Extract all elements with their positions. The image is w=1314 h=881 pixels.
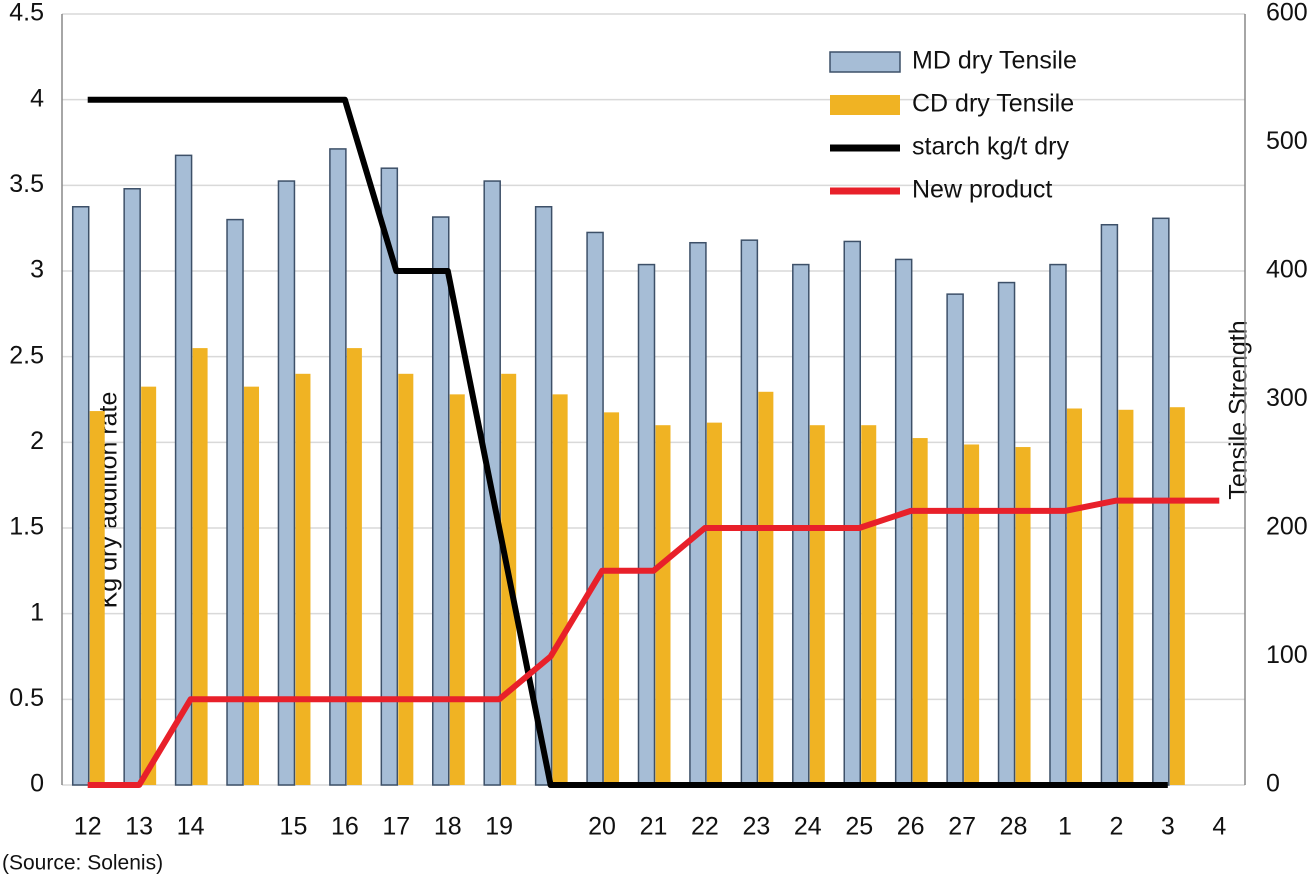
bar [449, 394, 465, 785]
x-tick-label: 17 [382, 813, 410, 841]
bar [141, 386, 157, 785]
bar [71, 206, 90, 786]
y-tick-label: 1 [30, 598, 44, 626]
bar [89, 411, 105, 785]
x-tick-label: 14 [177, 813, 205, 841]
y-tick-label: 2.5 [9, 341, 44, 369]
bar [689, 241, 707, 786]
x-tick-label: 2 [1109, 813, 1123, 841]
x-tick-label: 21 [640, 813, 668, 841]
x-tick-label: 3 [1161, 813, 1175, 841]
legend-label: CD dry Tensile [912, 90, 1074, 118]
y-tick-label: 1.5 [9, 513, 44, 541]
bar [586, 231, 604, 786]
line [87, 497, 1220, 788]
x-tick-label: 24 [794, 813, 822, 841]
bar [861, 425, 877, 785]
bar [655, 425, 671, 785]
bar [380, 167, 399, 786]
bar [894, 258, 913, 786]
bar [329, 148, 347, 786]
legend-label: New product [912, 176, 1052, 204]
bar [1015, 447, 1031, 785]
legend-label: starch kg/t dry [912, 133, 1069, 161]
y-tick-label: 3.5 [9, 170, 44, 198]
x-tick-label: 1 [1058, 813, 1072, 841]
y2-tick-label: 200 [1266, 513, 1308, 541]
bar [1169, 407, 1185, 785]
x-tick-label: 27 [948, 813, 976, 841]
legend-swatch [830, 95, 900, 115]
bar [192, 348, 208, 785]
y2-axis-title: Tensile Strength [1225, 320, 1253, 499]
bar [552, 394, 568, 785]
y-tick-label: 2 [30, 427, 44, 455]
x-tick-label: 15 [280, 813, 308, 841]
bar [792, 263, 810, 786]
y-tick-label: 4 [30, 84, 44, 112]
bar [809, 425, 825, 785]
bar [1118, 409, 1134, 785]
y-tick-label: 4.5 [9, 0, 44, 27]
y2-tick-label: 500 [1266, 127, 1308, 155]
x-tick-label: 18 [434, 813, 462, 841]
x-tick-label: 19 [485, 813, 513, 841]
line [87, 96, 1168, 788]
bar [398, 373, 414, 785]
bar [1049, 263, 1067, 786]
bar [997, 281, 1016, 786]
y2-tick-label: 100 [1266, 641, 1308, 669]
bar [912, 438, 928, 785]
y2-tick-label: 400 [1266, 256, 1308, 284]
y-tick-label: 3 [30, 256, 44, 284]
x-tick-label: 23 [742, 813, 770, 841]
x-tick-label: 12 [74, 813, 102, 841]
bar [1066, 408, 1082, 785]
y2-tick-label: 600 [1266, 0, 1308, 27]
bar [295, 373, 311, 785]
bar [244, 386, 260, 785]
bar [637, 263, 656, 786]
legend-swatch [829, 51, 901, 73]
x-tick-label: 26 [897, 813, 925, 841]
x-tick-label: 28 [1000, 813, 1028, 841]
bar [432, 216, 450, 786]
x-tick-label: 20 [588, 813, 616, 841]
x-tick-label: 22 [691, 813, 719, 841]
bar [604, 412, 620, 785]
x-tick-label: 4 [1212, 813, 1226, 841]
bar [758, 391, 774, 785]
x-tick-label: 13 [125, 813, 153, 841]
y-tick-label: 0.5 [9, 684, 44, 712]
bar [123, 188, 141, 786]
bar [277, 180, 296, 786]
source-note: (Source: Solenis) [2, 852, 163, 875]
bar [964, 444, 980, 785]
bar [226, 218, 244, 786]
bar [946, 293, 964, 786]
bar [346, 348, 362, 785]
bar [843, 240, 861, 786]
y2-tick-label: 300 [1266, 384, 1308, 412]
bar [706, 422, 722, 785]
x-tick-label: 25 [845, 813, 873, 841]
y2-tick-label: 0 [1266, 770, 1280, 798]
x-tick-label: 16 [331, 813, 359, 841]
bar [740, 239, 759, 786]
legend-label: MD dry Tensile [912, 47, 1077, 75]
y-tick-label: 0 [30, 770, 44, 798]
bar [534, 206, 553, 786]
bar [174, 154, 193, 786]
